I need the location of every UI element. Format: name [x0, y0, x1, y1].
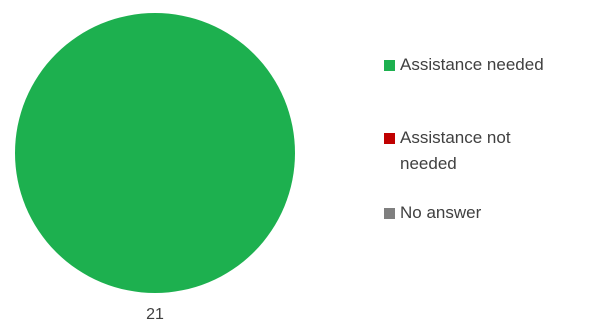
pie-slices: [15, 13, 295, 293]
data-label-assistance-needed: 21: [146, 306, 164, 323]
legend-label: No answer: [400, 203, 482, 222]
legend-label: Assistance not needed: [400, 128, 511, 173]
legend-swatch-green: [384, 60, 395, 71]
legend-label: Assistance needed: [400, 55, 544, 74]
legend-item-no-answer: No answer: [384, 200, 580, 226]
legend-item-assistance-needed: Assistance needed: [384, 52, 580, 78]
pie-slice-assistance-needed: [15, 13, 295, 293]
legend-swatch-gray: [384, 208, 395, 219]
legend-item-assistance-not-needed: Assistance not needed: [384, 125, 564, 177]
legend-swatch-red: [384, 133, 395, 144]
